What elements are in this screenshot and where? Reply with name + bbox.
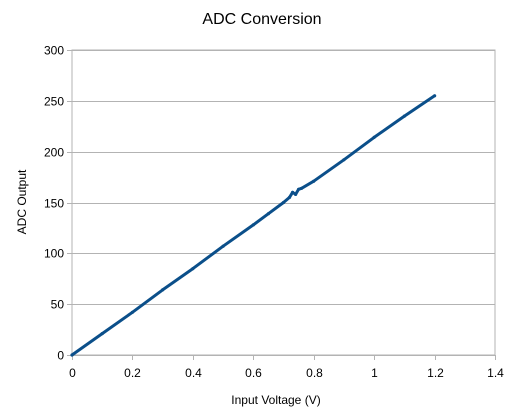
data-point <box>266 212 270 216</box>
x-axis-ticks: 0 0.2 0.4 0.6 0.8 1 1.2 1.4 <box>69 355 504 380</box>
data-point <box>251 223 255 227</box>
y-tick-label: 200 <box>44 146 64 160</box>
plot-frame <box>71 49 496 356</box>
data-point <box>291 190 295 194</box>
data-point <box>312 179 316 183</box>
data-point <box>281 200 286 205</box>
data-point <box>300 186 304 190</box>
x-tick-label: 0.8 <box>306 366 323 380</box>
y-tick-label: 300 <box>44 44 64 58</box>
data-point <box>294 192 298 196</box>
data-point <box>402 114 406 118</box>
y-axis-ticks: 0 50 100 150 200 250 300 <box>44 44 72 363</box>
x-tick-label: 0 <box>69 366 76 380</box>
y-tick-label: 150 <box>44 197 64 211</box>
data-point <box>70 353 74 357</box>
data-point <box>130 310 134 314</box>
data-point <box>100 332 104 336</box>
data-point <box>372 135 376 139</box>
data-point <box>221 244 225 248</box>
x-tick-label: 1.2 <box>427 366 444 380</box>
data-point <box>342 158 346 162</box>
x-tick-label: 0.2 <box>124 366 141 380</box>
series-layer <box>70 94 437 357</box>
data-point <box>433 94 437 98</box>
x-axis-label: Input Voltage (V) <box>231 393 320 407</box>
x-tick-label: 0.6 <box>245 366 262 380</box>
x-tick-label: 0.4 <box>185 366 202 380</box>
data-point <box>191 267 195 271</box>
y-tick-label: 0 <box>57 349 64 363</box>
y-tick-label: 100 <box>44 247 64 261</box>
y-tick-label: 250 <box>44 95 64 109</box>
data-point <box>161 288 165 292</box>
data-point <box>287 195 292 199</box>
data-point <box>297 187 301 191</box>
y-tick-label: 50 <box>51 298 65 312</box>
chart-title: ADC Conversion <box>202 11 321 28</box>
x-tick-label: 1.4 <box>487 366 504 380</box>
y-axis-label: ADC Output <box>15 169 29 234</box>
x-tick-label: 1 <box>371 366 378 380</box>
